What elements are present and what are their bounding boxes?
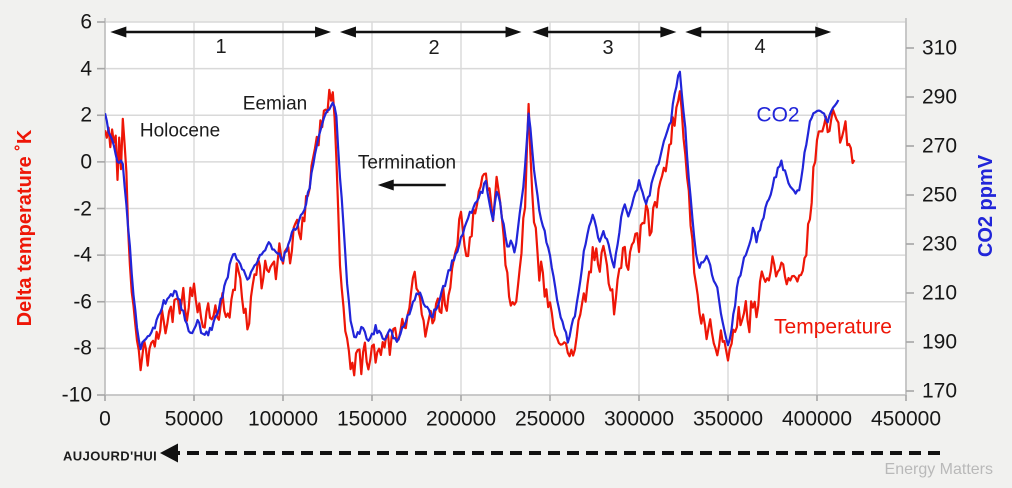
cycle-2-label: 2: [428, 37, 440, 59]
holocene-annotation: Holocene: [139, 120, 221, 142]
cycle-arrowhead-left: [110, 26, 127, 38]
y-left-tick-label: -6: [73, 290, 92, 314]
y-left-tick-label: -8: [73, 336, 92, 360]
x-tick-label: 450000: [870, 407, 942, 431]
x-tick-label: 200000: [425, 407, 497, 431]
y-right-tick-label: 190: [922, 330, 958, 354]
x-tick-label: 250000: [514, 407, 586, 431]
termination-annotation: Termination: [357, 152, 457, 174]
x-tick-label: 0: [99, 407, 111, 431]
x-tick-label: 50000: [164, 407, 224, 431]
cycle-arrowhead-right: [315, 26, 332, 38]
y-left-tick-label: -10: [61, 383, 92, 407]
x-tick-label: 150000: [336, 407, 408, 431]
y-left-tick-label: 6: [80, 10, 92, 34]
right-axis-title: CO2 ppmV: [975, 154, 997, 258]
y-right-tick-label: 290: [922, 85, 958, 109]
cycle-1-label: 1: [215, 36, 227, 58]
co2-line: [105, 70, 840, 351]
termination-arrowhead: [377, 179, 394, 191]
y-left-tick-label: -4: [73, 243, 92, 267]
cycle-arrowhead-left: [532, 26, 549, 38]
eemian-annotation: Eemian: [242, 93, 308, 115]
y-right-tick-label: 230: [922, 232, 958, 256]
y-right-tick-label: 270: [922, 134, 958, 158]
cycle-arrowhead-right: [660, 26, 677, 38]
today-label: AUJOURD'HUI: [63, 448, 158, 464]
x-tick-label: 350000: [692, 407, 764, 431]
cycle-arrowhead-left: [339, 26, 356, 38]
cycle-3-label: 3: [602, 37, 614, 59]
x-tick-label: 100000: [247, 407, 319, 431]
x-tick-label: 300000: [603, 407, 675, 431]
cycle-4-label: 4: [754, 36, 766, 58]
y-right-tick-label: 210: [922, 281, 958, 305]
today-arrowhead: [160, 443, 178, 463]
co2-series-label: CO2: [756, 103, 800, 127]
temperature-line: [105, 88, 856, 377]
x-tick-label: 400000: [781, 407, 853, 431]
left-axis-title: Delta temperature ˚K: [14, 129, 36, 327]
watermark: Energy Matters: [884, 461, 993, 478]
y-left-tick-label: -2: [73, 197, 92, 220]
cycle-arrowhead-right: [505, 26, 522, 38]
y-left-tick-label: 0: [80, 150, 92, 174]
cycle-arrowhead-right: [815, 26, 832, 38]
y-right-tick-label: 250: [922, 183, 958, 207]
cycle-arrowhead-left: [685, 26, 702, 38]
y-left-tick-label: 2: [80, 103, 92, 127]
y-left-tick-label: 4: [80, 57, 92, 81]
y-right-tick-label: 310: [922, 36, 958, 60]
y-right-tick-label: 170: [922, 379, 958, 403]
temperature-series-label: Temperature: [774, 315, 892, 339]
